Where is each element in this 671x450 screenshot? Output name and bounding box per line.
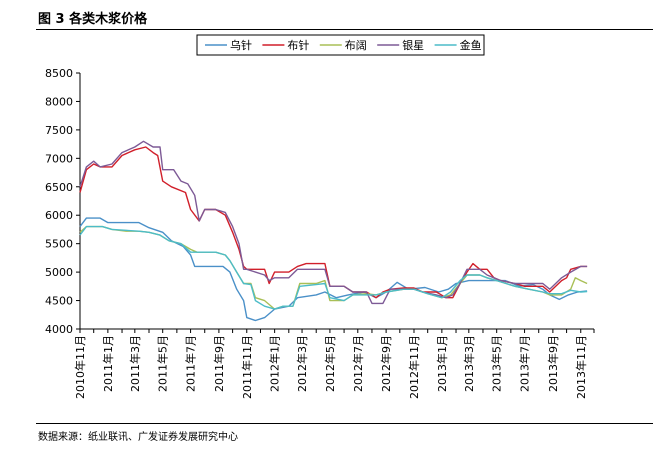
y-tick-label: 7500: [45, 124, 73, 137]
x-tick-label: 2013年7月: [518, 335, 532, 392]
legend-label: 银星: [402, 38, 424, 52]
x-tick-label: 2011年3月: [128, 335, 142, 392]
x-tick-label: 2013年1月: [435, 335, 449, 392]
y-tick-label: 5500: [45, 238, 73, 251]
x-tick-label: 2012年7月: [351, 335, 365, 392]
series-line-5: [79, 225, 588, 310]
x-tick-label: 2012年5月: [323, 335, 337, 392]
y-tick-label: 6500: [45, 181, 73, 194]
legend-label: 金鱼: [460, 38, 482, 52]
y-tick-label: 6000: [45, 209, 73, 222]
legend-label: 布阔: [345, 39, 367, 52]
x-tick-label: 2012年1月: [268, 335, 282, 392]
x-tick-label: 2011年7月: [184, 335, 198, 392]
source-note: 数据来源：纸业联讯、广发证券发展研究中心: [38, 432, 238, 443]
y-tick-label: 4000: [45, 323, 73, 336]
x-tick-label: 2013年11月: [574, 335, 588, 399]
y-tick-label: 5000: [45, 266, 73, 279]
x-tick-label: 2013年5月: [490, 335, 504, 392]
top-rule: [36, 29, 653, 30]
series-line-2: [79, 146, 588, 299]
x-tick-label: 2012年11月: [407, 335, 421, 399]
legend: 乌针 布针 布阔 银星 金鱼: [196, 34, 485, 56]
legend-label: 布针: [287, 38, 309, 52]
x-tick-label: 2013年3月: [462, 335, 476, 392]
y-tick-label: 7000: [45, 152, 73, 165]
y-tick-label: 8000: [45, 95, 73, 108]
x-tick-label: 2011年11月: [240, 335, 254, 399]
series-lines: [79, 140, 588, 322]
x-tick-label: 2013年9月: [546, 335, 560, 392]
figure-title: 图 3 各类木浆价格: [38, 12, 148, 27]
x-tick-label: 2011年9月: [212, 335, 226, 392]
bottom-rule: [36, 423, 653, 424]
axes: 4000 4500 5000 5500 6000 6500 7000 7500 8000 8500…: [45, 67, 595, 399]
x-tick-label: 2012年3月: [295, 335, 309, 392]
x-tick-label: 2012年9月: [379, 335, 393, 392]
y-tick-label: 8500: [45, 67, 73, 80]
price-line-chart: 乌针 布针 布阔 银星 金鱼 4000 4500 5000 5500 6000 6500 7000 7…: [45, 34, 595, 399]
legend-label: 乌针: [230, 38, 252, 52]
y-tick-label: 4500: [45, 295, 73, 308]
x-tick-label: 2010年11月: [73, 335, 87, 399]
series-line-4: [79, 140, 588, 305]
x-tick-label: 2011年1月: [101, 335, 115, 392]
x-tick-label: 2011年5月: [156, 335, 170, 392]
